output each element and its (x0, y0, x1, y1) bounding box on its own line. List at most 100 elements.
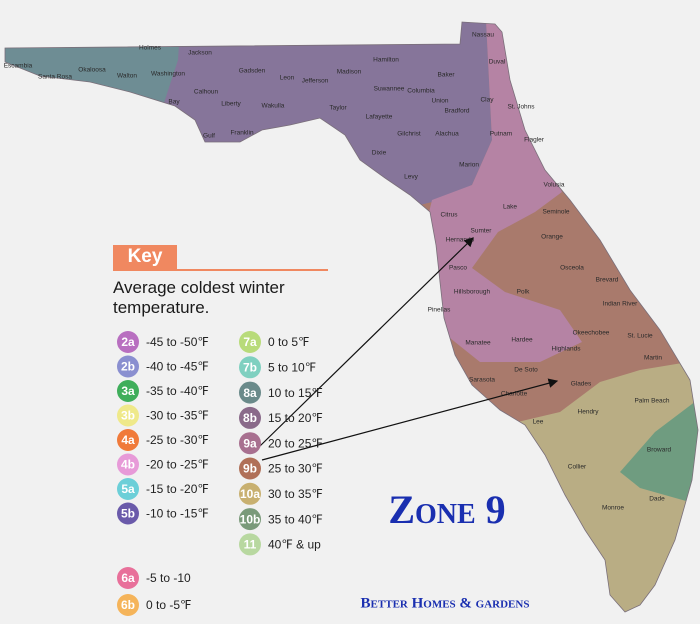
zone-code: 4a (121, 433, 135, 447)
county-label: Union (432, 98, 449, 105)
county-label: Washington (151, 71, 185, 78)
county-label: Dade (649, 496, 665, 503)
county-label: St. Lucie (627, 333, 653, 340)
zone-range: -35 to -40℉ (146, 384, 209, 398)
zone-code: 3a (121, 384, 135, 398)
zone-title: Zone 9 (388, 487, 505, 532)
county-label: Wakulla (262, 103, 285, 110)
zone-swatch (239, 406, 261, 429)
county-label: Holmes (139, 45, 162, 52)
zone-swatch (239, 381, 261, 404)
county-label: Dixie (372, 150, 387, 157)
county-label: Hendry (578, 409, 600, 416)
county-label: Santa Rosa (38, 74, 72, 81)
zone-range: 35 to 40℉ (268, 512, 323, 526)
zone-code: 8a (243, 386, 257, 400)
county-label: Osceola (560, 265, 584, 272)
zone-code: 4b (121, 458, 135, 472)
county-label: Indian River (603, 301, 639, 308)
county-label: Charlotte (501, 391, 528, 398)
zone-code: 5a (121, 482, 135, 496)
zone-swatch (117, 380, 139, 402)
region-8b (150, 22, 492, 210)
county-label: Levy (404, 174, 418, 181)
zone-swatch (239, 457, 261, 480)
county-label: Marion (459, 162, 479, 169)
zone-code: 10b (240, 512, 261, 526)
zone-range: 0 to 5℉ (268, 335, 309, 349)
zone-code: 9a (243, 436, 257, 450)
county-label: Liberty (221, 101, 241, 108)
zone-swatch (239, 432, 261, 455)
county-label: Gilchrist (397, 131, 421, 138)
zone-code: 6b (121, 598, 135, 612)
zone-range: 25 to 30℉ (268, 462, 323, 476)
county-label: Calhoun (194, 89, 219, 96)
county-label: Hamilton (373, 57, 399, 64)
arrow-9a (259, 237, 474, 447)
county-label: Jefferson (302, 78, 329, 85)
region-9a (420, 22, 582, 362)
zone-swatch (117, 429, 139, 451)
county-label: Highlands (552, 346, 582, 353)
zone-code: 6a (121, 571, 135, 585)
zone-code: 7a (243, 335, 257, 349)
zone-range: 30 to 35℉ (268, 487, 323, 501)
county-label: Sarasota (469, 377, 495, 384)
county-label: Walton (117, 73, 137, 80)
county-label: Baker (438, 72, 456, 79)
county-label: Bradford (445, 108, 470, 115)
county-label: Bay (168, 99, 180, 106)
county-labels: Escambia Santa Rosa Okaloosa Holmes Walton Wa… (4, 32, 672, 512)
zone-code: 5b (121, 507, 135, 521)
zone-range: -10 to -15℉ (146, 507, 209, 521)
arrow-9b (261, 378, 559, 461)
zone-swatch (117, 594, 139, 616)
zone-range: 15 to 20℉ (268, 411, 323, 425)
county-label: Okeechobee (573, 330, 610, 337)
county-label: Sumter (471, 228, 493, 235)
county-label: Alachua (435, 131, 459, 138)
zone-range: -5 to -10 (146, 571, 191, 585)
zone-swatch (117, 404, 139, 427)
county-label: Seminole (542, 209, 569, 216)
zone-range: -40 to -45℉ (146, 360, 209, 374)
zone-range: -15 to -20℉ (146, 482, 209, 496)
zone-swatch (239, 331, 261, 353)
zone-range: -20 to -25℉ (146, 458, 209, 472)
zone-code: 3b (121, 409, 135, 423)
zone-range: -25 to -30℉ (146, 433, 209, 447)
zone-range: 20 to 25℉ (268, 436, 323, 450)
county-label: Escambia (4, 63, 33, 70)
county-label: Duval (489, 59, 506, 66)
county-label: Monroe (602, 505, 624, 512)
zone-code: 10a (240, 487, 260, 501)
zone-code: 2a (121, 335, 135, 349)
county-label: Nassau (472, 32, 494, 39)
zone-range: 0 to -5℉ (146, 598, 191, 612)
county-label: Gulf (203, 133, 215, 140)
zone-code: 2b (121, 360, 135, 374)
county-label: Orange (541, 234, 563, 241)
county-label: Palm Beach (634, 398, 669, 405)
county-label: Leon (280, 75, 295, 82)
county-label: Citrus (441, 212, 459, 219)
county-label: Franklin (230, 130, 254, 137)
zone-range: -45 to -50℉ (146, 335, 209, 349)
county-label: Columbia (407, 88, 435, 95)
county-label: De Soto (514, 367, 538, 374)
zone-range: -30 to -35℉ (146, 409, 209, 423)
county-label: Martin (644, 355, 662, 362)
zone-swatch (239, 356, 261, 379)
county-label: Collier (568, 464, 587, 471)
county-label: Clay (480, 97, 494, 104)
county-label: Manatee (465, 340, 491, 347)
county-label: Jackson (188, 50, 212, 57)
county-label: Okaloosa (78, 67, 106, 74)
county-label: Pinellas (428, 307, 452, 314)
region-8a (5, 22, 182, 115)
county-label: Volusia (544, 182, 565, 189)
key-tab (113, 245, 177, 269)
region-10b (620, 398, 698, 505)
